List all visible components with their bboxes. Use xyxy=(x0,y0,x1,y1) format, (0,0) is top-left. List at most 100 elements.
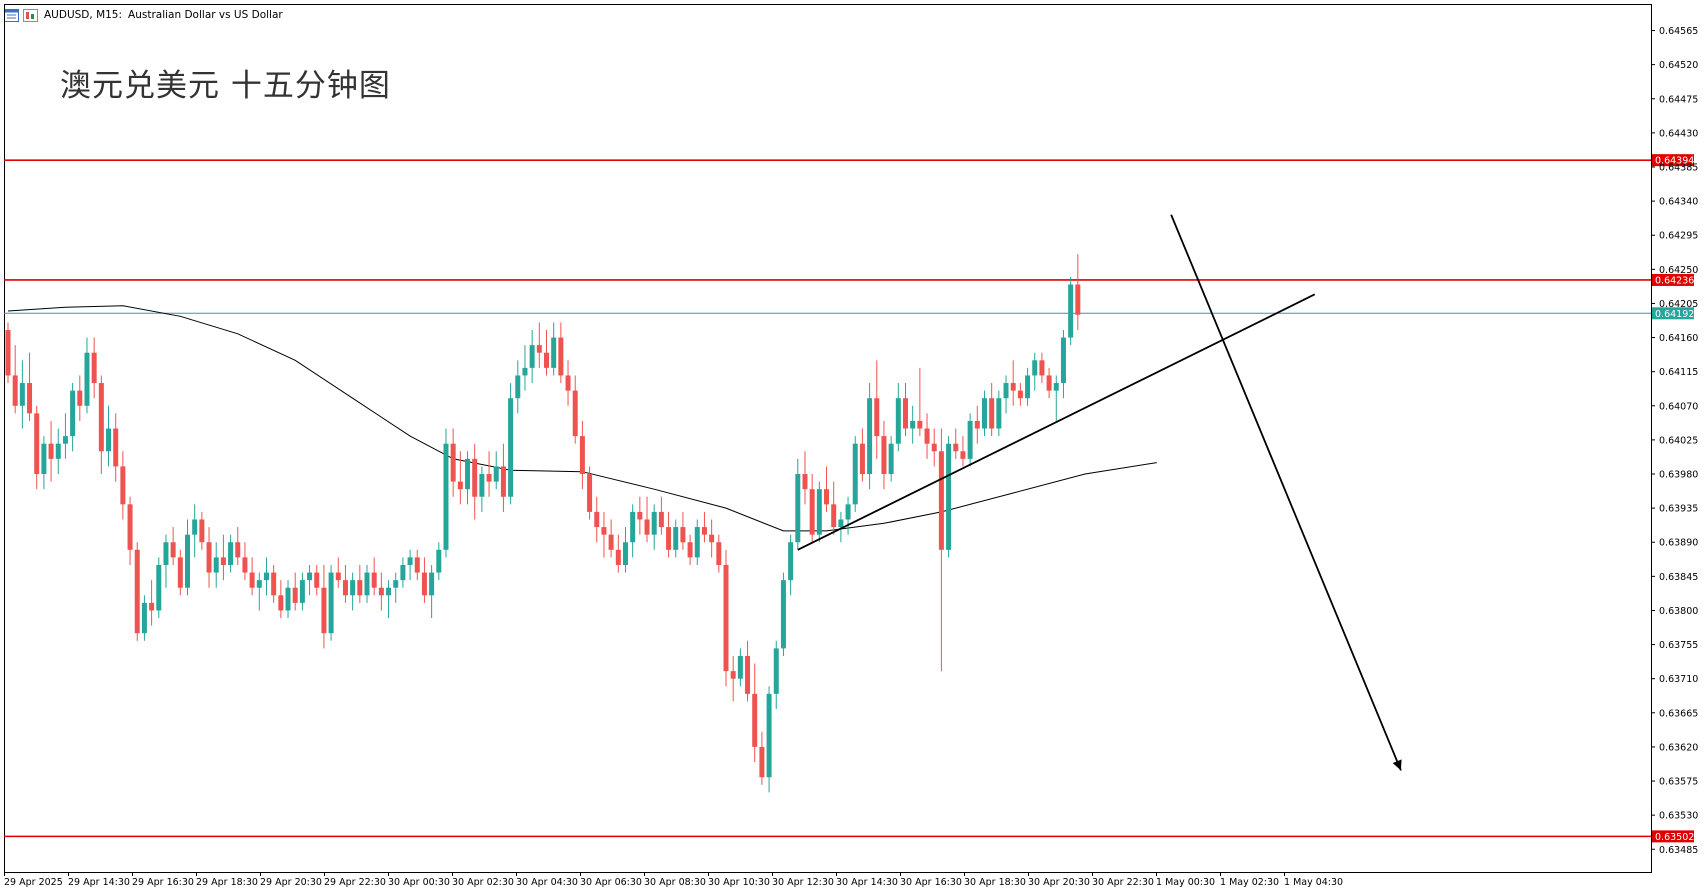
candle xyxy=(421,557,427,603)
candle-body xyxy=(321,587,327,634)
candle xyxy=(27,352,33,421)
candle xyxy=(694,519,700,565)
candle-body xyxy=(400,564,406,581)
candle xyxy=(687,534,693,565)
candle-body xyxy=(106,428,112,452)
y-tick-label: 0.63935 xyxy=(1659,504,1698,515)
y-tick-label: 0.64250 xyxy=(1659,265,1698,276)
candle-body xyxy=(536,345,542,353)
candle-body xyxy=(48,443,54,459)
forecast-arrow-head xyxy=(1392,759,1402,771)
candle xyxy=(917,367,923,437)
candle xyxy=(220,534,226,581)
candle xyxy=(41,436,47,490)
chart-header: AUDUSD, M15: Australian Dollar vs US Dol… xyxy=(4,6,283,24)
x-tick-label: 30 Apr 12:30 xyxy=(772,877,834,888)
candle xyxy=(1046,367,1052,399)
candle xyxy=(515,360,521,414)
candle-body xyxy=(752,693,758,747)
candle xyxy=(285,580,291,619)
candle-body xyxy=(737,655,743,679)
candle-body xyxy=(903,398,908,429)
candle-body xyxy=(795,474,801,543)
level-price-label: 0.63502 xyxy=(1655,832,1694,843)
x-tick-label: 30 Apr 20:30 xyxy=(1028,877,1090,888)
x-tick-label: 29 Apr 2025 xyxy=(4,877,63,888)
candle xyxy=(788,534,794,596)
candle-body xyxy=(544,352,549,368)
candle-body xyxy=(149,602,155,611)
candle xyxy=(644,496,650,543)
candle xyxy=(795,458,801,550)
candle-body xyxy=(831,504,837,528)
candle-body xyxy=(1010,383,1016,391)
candle xyxy=(522,345,528,391)
candle xyxy=(350,572,356,611)
candle-body xyxy=(414,557,420,573)
candle-body xyxy=(953,443,959,452)
candle-body xyxy=(77,390,83,406)
candle xyxy=(838,511,844,543)
candle xyxy=(895,383,901,452)
candle-body xyxy=(687,542,693,558)
candle xyxy=(335,557,341,588)
candle xyxy=(601,511,607,558)
candle-body xyxy=(709,534,715,543)
chart-window-icon[interactable] xyxy=(4,8,19,22)
candle xyxy=(658,496,664,535)
candle xyxy=(493,451,499,490)
x-tick-label: 30 Apr 14:30 xyxy=(836,877,898,888)
candle xyxy=(177,549,183,596)
x-tick-label: 30 Apr 08:30 xyxy=(644,877,706,888)
candle xyxy=(199,511,205,550)
candle xyxy=(307,564,313,596)
candle xyxy=(479,466,485,512)
candle-body xyxy=(500,466,506,497)
candle xyxy=(436,542,442,581)
candle-body xyxy=(1060,337,1066,384)
x-tick-label: 1 May 02:30 xyxy=(1220,877,1279,888)
candle xyxy=(579,420,585,490)
candle-body xyxy=(127,504,133,550)
candle-body xyxy=(658,511,664,528)
candle-body xyxy=(1068,284,1074,338)
candle-body xyxy=(235,542,241,558)
candle xyxy=(730,655,736,702)
candle-body xyxy=(228,542,234,565)
candle-body xyxy=(12,375,18,406)
candle-body xyxy=(342,580,348,596)
candle-body xyxy=(924,428,930,444)
candle xyxy=(831,481,837,535)
candle-body xyxy=(350,580,356,596)
candle-body xyxy=(572,390,578,437)
candle-body xyxy=(192,519,198,535)
trade-panel-icon[interactable] xyxy=(23,8,38,22)
candle xyxy=(824,466,830,512)
candle xyxy=(465,451,471,505)
candle xyxy=(716,534,722,573)
candle xyxy=(737,648,743,687)
candle xyxy=(637,496,643,535)
candle-body xyxy=(587,474,593,512)
candle xyxy=(974,405,980,444)
candle-body xyxy=(1053,383,1059,391)
candle-body xyxy=(436,549,442,573)
candle xyxy=(816,481,822,543)
candle xyxy=(12,345,18,414)
y-tick-label: 0.64070 xyxy=(1659,401,1698,412)
candle xyxy=(256,572,262,611)
candle xyxy=(615,534,621,573)
candle-body xyxy=(407,557,413,565)
y-tick-label: 0.63800 xyxy=(1659,606,1698,617)
candle xyxy=(551,322,557,376)
x-tick-label: 30 Apr 02:30 xyxy=(452,877,514,888)
candle xyxy=(414,549,420,581)
candle-body xyxy=(888,443,894,475)
candle xyxy=(321,564,327,649)
candle xyxy=(371,557,377,596)
candle xyxy=(98,375,104,475)
candle-body xyxy=(745,655,751,694)
candle xyxy=(673,519,679,558)
